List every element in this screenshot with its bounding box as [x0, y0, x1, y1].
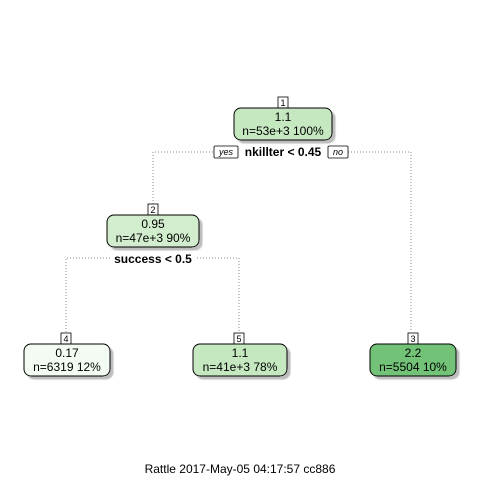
split-condition-root: nkillter < 0.45	[245, 145, 322, 159]
tree-node-2: 2 0.95 n=47e+3 90%	[106, 203, 200, 248]
node-id: 2	[150, 205, 155, 215]
tree-node-4: 4 0.17 n=6319 12%	[23, 332, 111, 377]
branch-no-label: no	[333, 147, 343, 157]
node-value: 1.1	[275, 110, 292, 124]
split-root: yes nkillter < 0.45 no	[213, 145, 349, 159]
edge-2-5	[194, 257, 240, 331]
tree-node-1: 1 1.1 n=53e+3 100%	[233, 96, 333, 141]
node-stats: n=41e+3 78%	[203, 360, 278, 374]
node-id: 4	[63, 334, 68, 344]
node-stats: n=6319 12%	[33, 360, 101, 374]
node-value: 0.17	[55, 346, 79, 360]
tree-node-5: 5 1.1 n=41e+3 78%	[192, 332, 288, 377]
node-box	[192, 343, 288, 377]
node-stats: n=47e+3 90%	[116, 231, 191, 245]
node-stats: n=5504 10%	[379, 360, 447, 374]
branch-yes-label: yes	[218, 147, 234, 157]
edge-1-2	[152, 151, 215, 204]
footer-caption: Rattle 2017-May-05 04:17:57 cc886	[144, 462, 336, 476]
node-id: 3	[410, 334, 415, 344]
node-box	[369, 343, 457, 377]
node-id: 1	[280, 98, 285, 108]
split-condition-left: success < 0.5	[114, 252, 192, 266]
split-left: success < 0.5	[112, 251, 196, 266]
edge-1-3	[348, 151, 412, 331]
node-stats: n=53e+3 100%	[242, 124, 324, 138]
node-box	[23, 343, 111, 377]
node-id: 5	[236, 334, 241, 344]
node-box	[233, 107, 333, 141]
tree-node-3: 3 2.2 n=5504 10%	[369, 332, 457, 377]
tree-edges	[65, 151, 412, 335]
node-value: 0.95	[141, 217, 165, 231]
node-box	[106, 214, 200, 248]
edge-2-4	[65, 257, 113, 335]
node-value: 1.1	[232, 346, 249, 360]
node-value: 2.2	[405, 346, 422, 360]
